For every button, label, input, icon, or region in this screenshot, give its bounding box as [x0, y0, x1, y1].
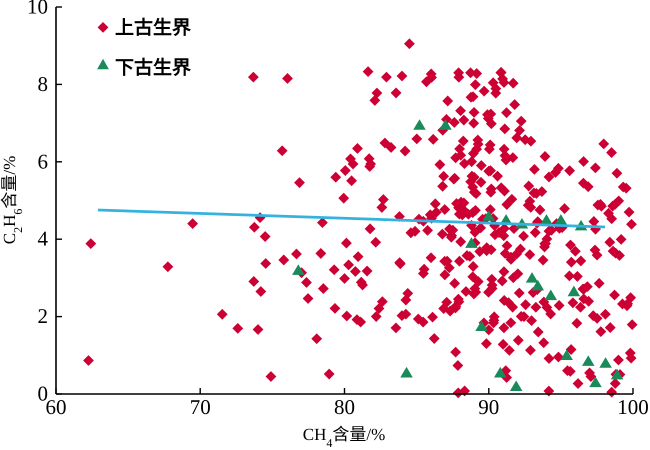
- svg-text:4: 4: [38, 227, 49, 251]
- svg-text:8: 8: [38, 72, 49, 96]
- svg-text:C2H6含量/%: C2H6含量/%: [0, 156, 25, 245]
- svg-text:CH4含量/%: CH4含量/%: [303, 425, 386, 450]
- svg-text:10: 10: [27, 0, 48, 19]
- svg-text:100: 100: [617, 395, 649, 419]
- svg-text:80: 80: [334, 395, 355, 419]
- svg-text:上古生界: 上古生界: [115, 17, 192, 39]
- svg-text:下古生界: 下古生界: [115, 57, 192, 79]
- svg-text:70: 70: [190, 395, 211, 419]
- svg-text:90: 90: [478, 395, 499, 419]
- svg-text:6: 6: [38, 149, 49, 173]
- svg-text:2: 2: [38, 304, 49, 328]
- svg-text:0: 0: [38, 382, 49, 406]
- svg-text:60: 60: [46, 395, 67, 419]
